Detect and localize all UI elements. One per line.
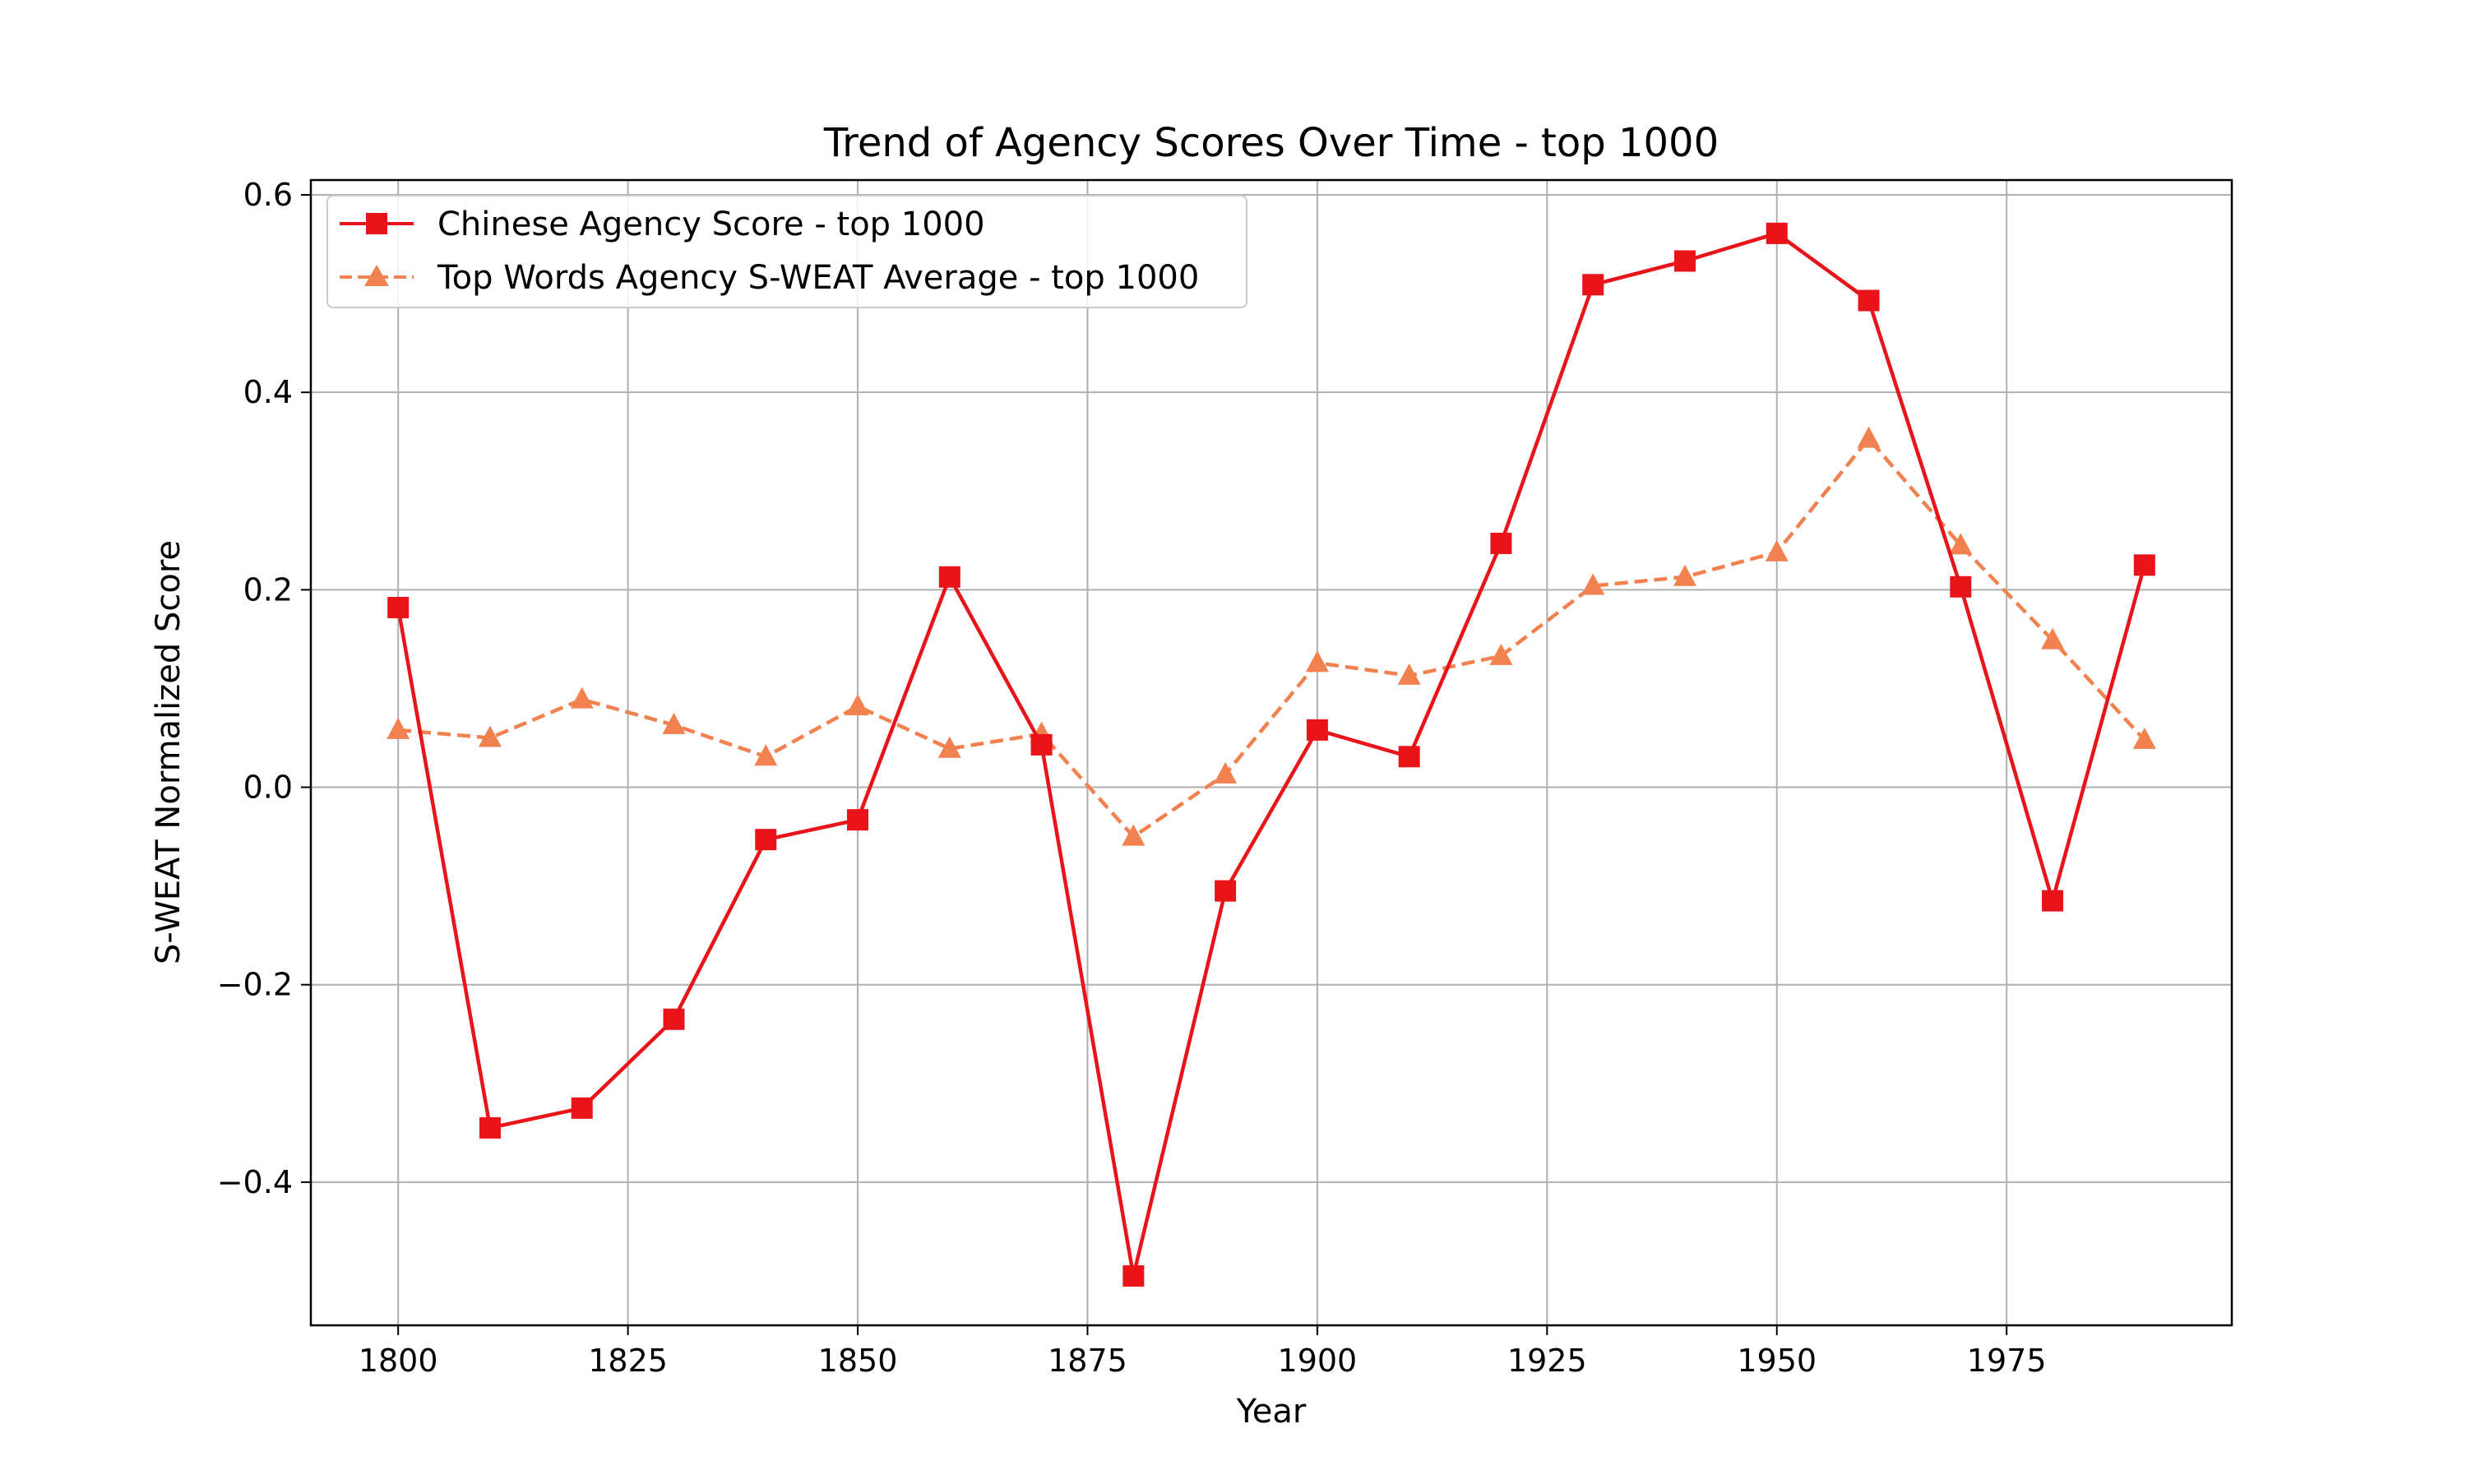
x-tick-label: 1900 bbox=[1278, 1343, 1358, 1379]
series-1-point bbox=[479, 1116, 501, 1139]
series-1-line bbox=[396, 231, 2146, 1278]
series-2-point bbox=[662, 712, 686, 734]
series-2 bbox=[386, 426, 2156, 846]
y-tick-label: −0.4 bbox=[217, 1164, 293, 1200]
series-2-point bbox=[1489, 643, 1513, 665]
series-1-point bbox=[1030, 733, 1053, 756]
y-tick-label: 0.0 bbox=[243, 770, 293, 806]
chart-title: Trend of Agency Scores Over Time - top 1… bbox=[823, 120, 1719, 166]
series-2-point bbox=[570, 687, 594, 709]
series-1-point bbox=[847, 809, 869, 831]
y-tick-label: −0.2 bbox=[217, 967, 293, 1003]
series-1-point bbox=[663, 1008, 685, 1030]
series-1-point bbox=[1766, 222, 1788, 244]
legend-box bbox=[326, 195, 1247, 308]
series-1-point bbox=[1398, 746, 1420, 768]
series-2-point bbox=[1765, 539, 1789, 562]
series-1-point bbox=[1490, 532, 1512, 554]
y-axis-label: S-WEAT Normalized Score bbox=[150, 540, 187, 964]
x-tick-label: 1925 bbox=[1507, 1343, 1587, 1379]
x-tick-label: 1975 bbox=[1967, 1343, 2047, 1379]
series-1-point bbox=[387, 596, 410, 618]
series-2-point bbox=[1397, 663, 1421, 685]
series-2-point bbox=[1673, 564, 1696, 586]
series-1-point bbox=[571, 1097, 593, 1119]
y-tick-label: 0.4 bbox=[243, 374, 293, 410]
series-2-point bbox=[1581, 573, 1605, 595]
series-2-point bbox=[1857, 426, 1881, 448]
series-2-point bbox=[846, 694, 870, 716]
series-layer bbox=[386, 222, 2156, 1287]
axis-ticks: 1800 1825 1850 1875 1900 1925 1950 1975 −0.4 −0.2… bbox=[217, 177, 2047, 1379]
series-2-point bbox=[1305, 650, 1329, 673]
legend-marker-series-2 bbox=[364, 265, 389, 286]
x-tick-label: 1850 bbox=[818, 1343, 898, 1379]
legend-label-series-1: Chinese Agency Score - top 1000 bbox=[437, 206, 985, 243]
legend-label-series-2: Top Words Agency S-WEAT Average - top 10… bbox=[437, 259, 1199, 297]
series-2-point bbox=[2132, 727, 2156, 749]
series-1-point bbox=[2133, 554, 2155, 576]
series-2-point bbox=[478, 725, 502, 747]
x-tick-label: 1825 bbox=[588, 1343, 668, 1379]
series-1-point bbox=[1306, 719, 1328, 741]
series-1-point bbox=[1582, 274, 1604, 296]
series-1-point bbox=[1673, 250, 1696, 272]
series-2-point bbox=[2041, 627, 2065, 650]
series-1-point bbox=[1950, 576, 1972, 598]
x-tick-label: 1875 bbox=[1048, 1343, 1127, 1379]
legend: Chinese Agency Score - top 1000 Top Word… bbox=[326, 195, 1247, 308]
series-1-point bbox=[2042, 890, 2064, 912]
series-1-point bbox=[1122, 1264, 1145, 1287]
series-2-point bbox=[1949, 533, 1973, 555]
plot-frame bbox=[309, 178, 2233, 1327]
series-2-point bbox=[386, 717, 410, 739]
x-tick-label: 1950 bbox=[1737, 1343, 1817, 1379]
x-tick-label: 1800 bbox=[359, 1343, 438, 1379]
legend-marker-series-1 bbox=[366, 213, 387, 234]
series-2-line bbox=[398, 437, 2146, 839]
x-axis-label: Year bbox=[1236, 1393, 1307, 1431]
grid-lines bbox=[311, 180, 2232, 1325]
series-1-point bbox=[1858, 289, 1880, 312]
y-tick-label: 0.2 bbox=[243, 571, 293, 608]
series-1 bbox=[387, 222, 2155, 1287]
series-1-point bbox=[1215, 880, 1237, 902]
series-2-point bbox=[1122, 824, 1146, 846]
series-1-point bbox=[938, 566, 960, 588]
series-1-point bbox=[755, 829, 777, 851]
y-tick-label: 0.6 bbox=[243, 177, 293, 213]
series-2-point bbox=[1214, 761, 1238, 784]
series-2-point bbox=[754, 744, 778, 766]
series-2-point bbox=[937, 736, 961, 758]
